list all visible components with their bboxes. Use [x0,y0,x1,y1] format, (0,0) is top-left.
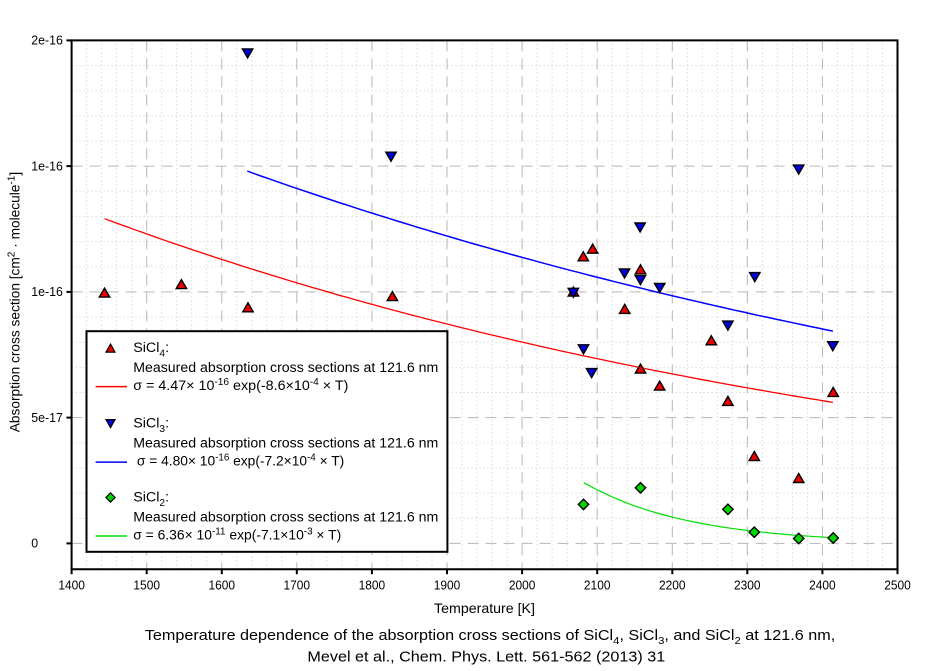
svg-text:σ = 6.36× 10-11 exp(-7.1×10-3: σ = 6.36× 10-11 exp(-7.1×10-3 × T) [133,526,341,542]
svg-text:1500: 1500 [133,578,160,593]
svg-text:Measured absorption cross sect: Measured absorption cross sections at 12… [133,435,438,451]
svg-text:1400: 1400 [58,578,85,593]
svg-text:5e-17: 5e-17 [31,411,63,425]
svg-text:σ = 4.47× 10-16 exp(-8.6×10-4: σ = 4.47× 10-16 exp(-8.6×10-4 × T) [133,377,348,393]
svg-text:Mevel et al., Chem. Phys. Lett: Mevel et al., Chem. Phys. Lett. 561-562 … [307,649,665,665]
svg-text:1900: 1900 [434,578,461,593]
svg-text:1e-16: 1e-16 [31,285,63,299]
svg-text:2000: 2000 [509,578,536,593]
svg-text:1600: 1600 [209,578,236,593]
svg-text:2300: 2300 [734,578,761,593]
svg-text:1800: 1800 [359,578,386,593]
svg-text:2400: 2400 [809,578,836,593]
svg-text:2200: 2200 [659,578,686,593]
svg-text:Measured absorption cross sect: Measured absorption cross sections at 12… [133,359,438,375]
svg-text:1700: 1700 [284,578,311,593]
svg-text:2100: 2100 [584,578,611,593]
svg-text:σ = 4.80× 10-16 exp(-7.2×10-4: σ = 4.80× 10-16 exp(-7.2×10-4 × T) [137,452,344,468]
svg-text:Measured absorption cross sect: Measured absorption cross sections at 12… [133,508,438,524]
svg-text:1e-16: 1e-16 [31,159,63,173]
svg-text:Absorption cross section [cm2: Absorption cross section [cm2 · molecule… [7,172,23,432]
svg-text:Temperature [K]: Temperature [K] [434,601,535,617]
svg-text:0: 0 [31,537,38,551]
svg-text:2e-16: 2e-16 [31,34,63,48]
svg-text:2500: 2500 [884,578,911,593]
